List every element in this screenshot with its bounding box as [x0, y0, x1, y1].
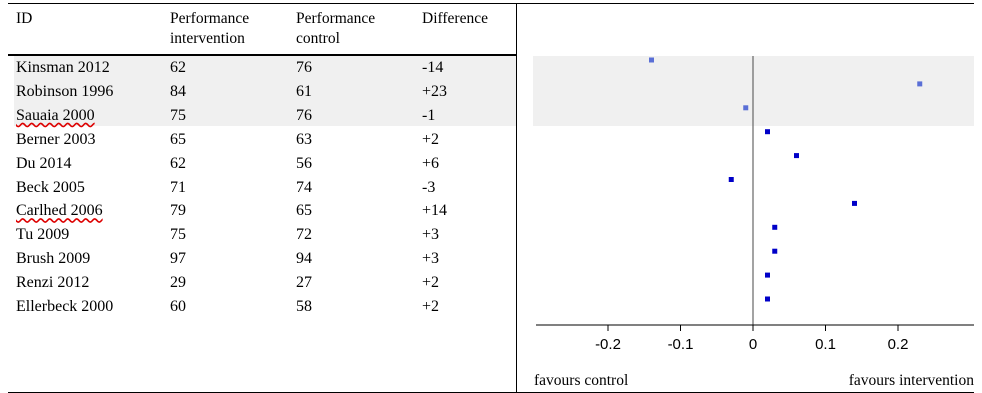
- cell-intervention: 29: [170, 274, 186, 292]
- cell-difference: +2: [422, 298, 440, 315]
- header-difference: Difference: [422, 10, 488, 27]
- cell-control: 63: [296, 130, 312, 148]
- cell-intervention: 79: [170, 202, 186, 220]
- data-point: [852, 200, 857, 206]
- cell-control: 76: [296, 59, 312, 76]
- favours-control-label: favours control: [534, 372, 629, 389]
- x-tick-label: -0.1: [668, 336, 694, 353]
- data-point: [765, 129, 770, 135]
- header-control-line2: control: [296, 30, 340, 47]
- x-tick-label: 0: [749, 336, 757, 353]
- cell-control: 61: [296, 82, 312, 100]
- x-tick-label: 0.1: [815, 336, 836, 353]
- cell-id: Sauaia 2000: [16, 106, 95, 124]
- cell-id: Beck 2005: [16, 178, 85, 196]
- cell-id: Brush 2009: [16, 250, 91, 268]
- cell-control: 76: [296, 106, 312, 124]
- table-highlight-band: [14, 56, 516, 126]
- top-rule: [8, 3, 974, 4]
- cell-id: Kinsman 2012: [16, 59, 110, 76]
- cell-control: 58: [296, 298, 312, 315]
- cell-id: Carlhed 2006: [16, 202, 103, 220]
- cell-intervention: 65: [170, 130, 186, 148]
- cell-difference: +3: [422, 250, 440, 268]
- x-tick-label: -0.2: [595, 336, 621, 353]
- cell-difference: -3: [422, 178, 436, 196]
- header-intervention-line1: Performance: [170, 10, 250, 27]
- header-control-line1: Performance: [296, 10, 376, 27]
- data-point: [765, 296, 770, 302]
- header-intervention-line2: intervention: [170, 30, 245, 47]
- data-point: [772, 248, 778, 254]
- cell-intervention: 84: [170, 82, 186, 100]
- cell-control: 94: [296, 250, 312, 268]
- cell-difference: +14: [422, 202, 448, 220]
- cell-control: 56: [296, 154, 312, 172]
- x-tick-label: 0.2: [888, 336, 909, 353]
- cell-id: Ellerbeck 2000: [16, 298, 114, 315]
- favours-intervention-label: favours intervention: [848, 372, 974, 389]
- cell-id: Du 2014: [16, 154, 72, 172]
- cell-id: Berner 2003: [16, 130, 96, 148]
- data-point: [794, 153, 799, 159]
- cell-difference: +6: [422, 154, 440, 172]
- cell-difference: -1: [422, 106, 436, 124]
- cell-difference: -14: [422, 59, 444, 76]
- cell-id: Renzi 2012: [16, 274, 90, 292]
- cell-control: 65: [296, 202, 312, 220]
- cell-intervention: 71: [170, 178, 186, 196]
- data-point: [772, 224, 778, 230]
- cell-difference: +2: [422, 274, 440, 292]
- data-point: [765, 272, 770, 278]
- data-point: [649, 57, 654, 63]
- cell-intervention: 62: [170, 59, 186, 76]
- column-divider: [516, 3, 517, 393]
- header-rule: [8, 54, 516, 56]
- cell-difference: +2: [422, 130, 440, 148]
- cell-difference: +23: [422, 82, 448, 100]
- cell-control: 74: [296, 178, 312, 196]
- data-point: [917, 81, 923, 87]
- data-point: [743, 105, 749, 111]
- cell-control: 27: [296, 274, 312, 292]
- header-id: ID: [16, 10, 33, 27]
- cell-difference: +3: [422, 226, 440, 244]
- cell-intervention: 62: [170, 154, 186, 172]
- cell-intervention: 75: [170, 226, 186, 244]
- cell-control: 72: [296, 226, 312, 244]
- cell-intervention: 75: [170, 106, 186, 124]
- cell-intervention: 97: [170, 250, 186, 268]
- cell-intervention: 60: [170, 298, 186, 315]
- cell-id: Robinson 1996: [16, 82, 114, 100]
- cell-id: Tu 2009: [16, 226, 70, 244]
- data-point: [728, 177, 734, 182]
